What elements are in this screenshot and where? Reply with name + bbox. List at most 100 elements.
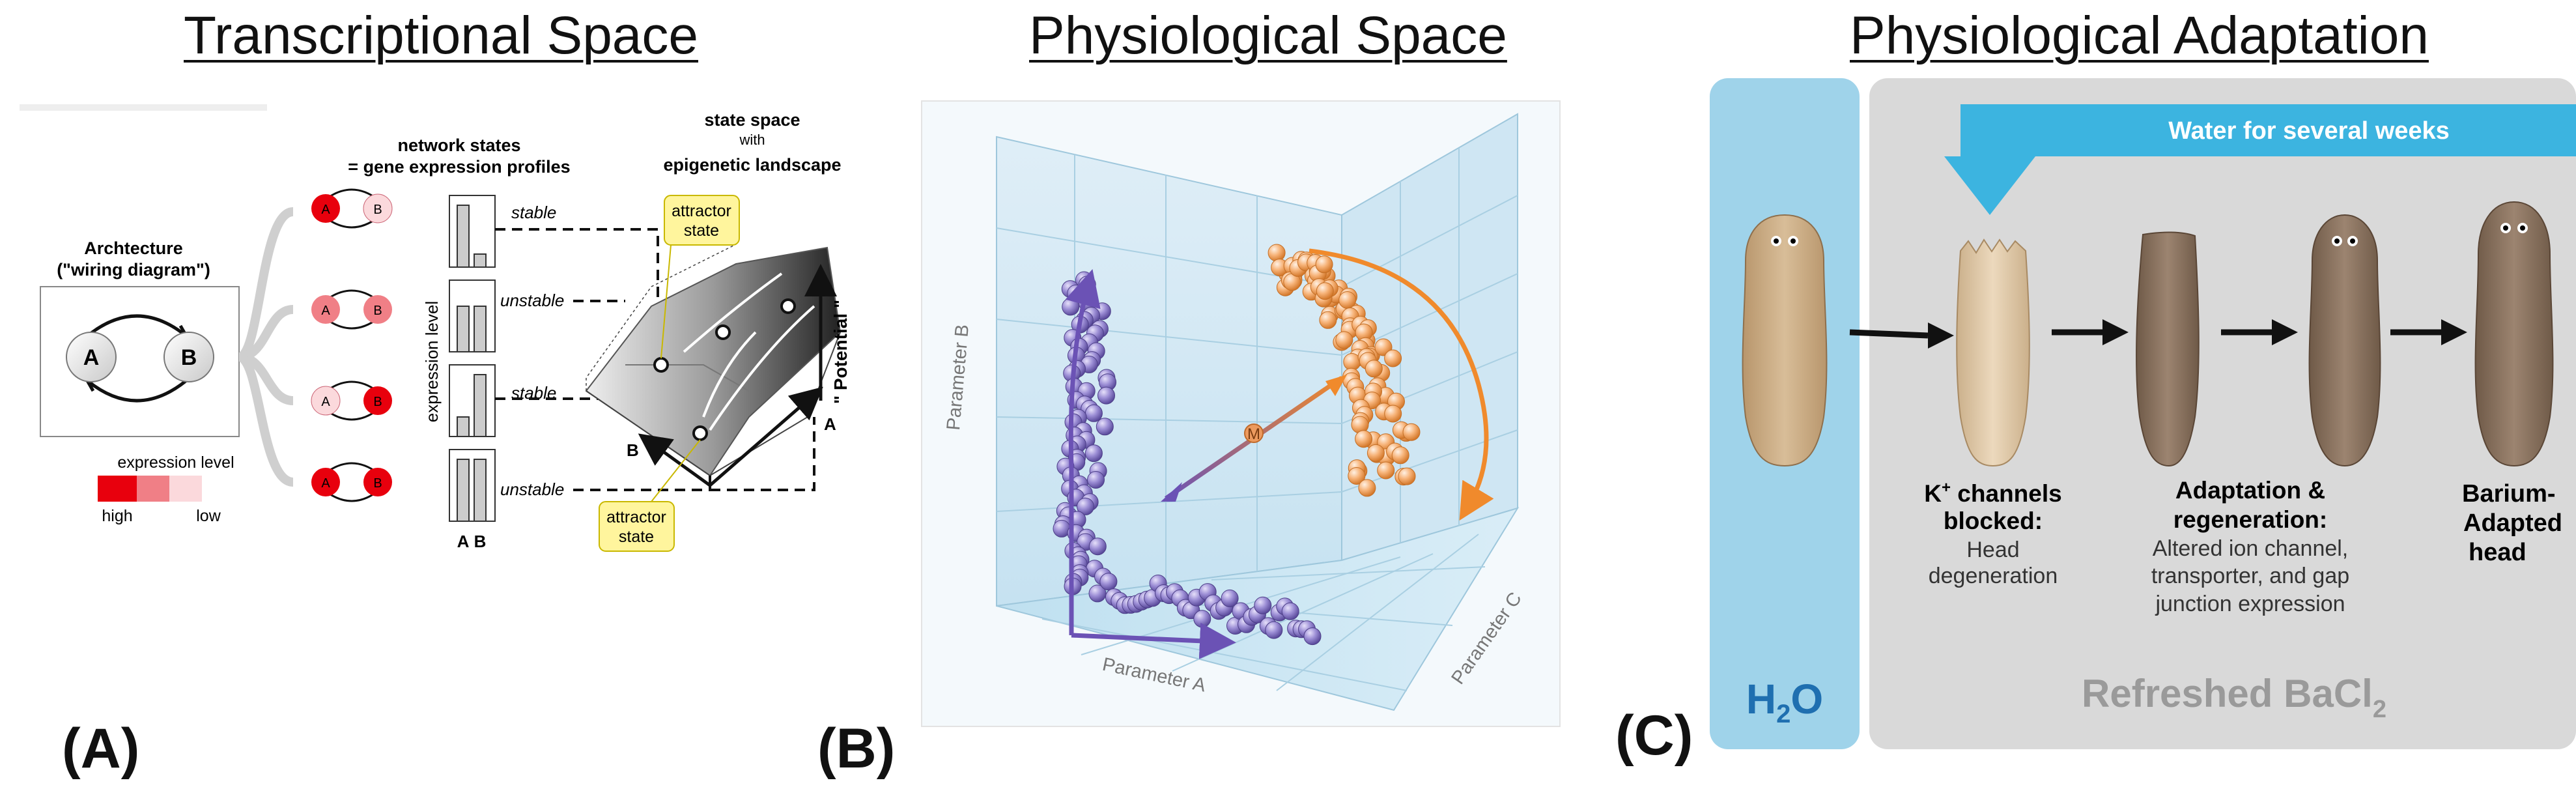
- purple-point: [1068, 449, 1086, 466]
- bacl-label: Refreshed BaCl2: [2082, 672, 2386, 723]
- purple-point: [1099, 373, 1116, 392]
- stability-label-4: unstable: [500, 480, 564, 499]
- svg-text:A: A: [321, 203, 330, 217]
- parameter-a-label: Parameter A: [1101, 654, 1208, 696]
- orange-point: [1318, 267, 1336, 285]
- purple-point: [1068, 360, 1086, 378]
- orange-point: [1267, 244, 1286, 262]
- purple-point: [1083, 307, 1100, 324]
- step2-line3: junction expression: [2155, 592, 2345, 616]
- bacl-panel: [1869, 78, 2576, 749]
- network-states-label-2: = gene expression profiles: [348, 157, 570, 177]
- orange-point: [1343, 353, 1361, 371]
- purple-point: [1067, 391, 1085, 409]
- step2-line1: Altered ion channel,: [2153, 536, 2349, 561]
- orange-point: [1384, 349, 1402, 367]
- expression-box-4: [449, 449, 496, 522]
- purple-point: [1078, 276, 1096, 294]
- orange-point: [1348, 459, 1366, 478]
- purple-point: [1081, 493, 1099, 511]
- orange-point: [1286, 261, 1305, 279]
- purple-point: [1138, 590, 1156, 609]
- purple-point: [1064, 413, 1083, 431]
- purple-point: [1075, 289, 1093, 307]
- legend-swatch-low: [169, 476, 202, 502]
- water-panel: [1710, 78, 1860, 749]
- orange-point: [1357, 332, 1376, 349]
- purple-point: [1070, 337, 1088, 356]
- purple-point: [1160, 586, 1178, 605]
- floor: [996, 507, 1520, 711]
- purple-point: [1099, 573, 1118, 591]
- planarian-barium-adapted: [2474, 201, 2554, 467]
- panel-b-letter: (B): [817, 717, 896, 780]
- orange-point: [1319, 311, 1337, 329]
- planarian-water: [1742, 214, 1828, 467]
- orange-point: [1302, 283, 1320, 301]
- center-label: M: [1247, 425, 1260, 443]
- legend-swatch-high: [98, 476, 137, 502]
- purple-point: [1056, 457, 1075, 476]
- purple-point: [1071, 568, 1089, 586]
- purple-point: [1062, 466, 1080, 485]
- orange-point: [1309, 265, 1327, 283]
- panel-c-title: Physiological Adaptation: [1850, 6, 2429, 65]
- purple-point: [1062, 298, 1080, 316]
- purple-point: [1270, 603, 1288, 622]
- orange-point: [1374, 338, 1393, 356]
- purple-point: [1070, 475, 1088, 493]
- orange-point: [1276, 278, 1294, 296]
- wiring-diagram-label: ("wiring diagram"): [57, 260, 210, 279]
- orange-point: [1384, 405, 1402, 423]
- purple-point: [1094, 567, 1112, 586]
- planarian-head-degeneration: [1956, 238, 2030, 467]
- purple-point: [1232, 602, 1250, 620]
- purple-point: [1077, 528, 1096, 547]
- orange-point: [1314, 289, 1333, 308]
- orange-point: [1357, 337, 1374, 355]
- water-label: H2O: [1746, 676, 1823, 728]
- state-space-with-label: with: [739, 132, 765, 148]
- purple-point: [1243, 608, 1261, 626]
- step2-line2: transporter, and gap: [2151, 564, 2349, 588]
- svg-text:B: B: [373, 203, 382, 217]
- purple-point: [1116, 596, 1134, 614]
- purple-point: [1259, 617, 1277, 635]
- purple-point: [1096, 418, 1114, 436]
- purple-point: [1084, 404, 1103, 422]
- step2-title: Adaptation &: [2175, 477, 2325, 504]
- orange-point: [1343, 302, 1361, 320]
- orange-point: [1333, 333, 1351, 351]
- step3-line1: Barium-: [2462, 480, 2556, 508]
- purple-point: [1292, 620, 1310, 638]
- svg-text:A: A: [321, 395, 330, 409]
- purple-point: [1182, 601, 1200, 620]
- orange-point: [1346, 378, 1365, 396]
- orange-point: [1368, 445, 1386, 463]
- orange-point: [1361, 347, 1379, 365]
- node-b: [163, 332, 214, 382]
- purple-point: [1067, 524, 1085, 542]
- epigenetic-landscape: [585, 244, 842, 477]
- purple-point: [1187, 588, 1206, 607]
- purple-point: [1061, 440, 1079, 458]
- orange-point: [1348, 304, 1366, 322]
- orange-point: [1341, 317, 1359, 336]
- purple-point: [1075, 271, 1093, 289]
- purple-point: [1054, 515, 1072, 534]
- banner-down-arrow: [1944, 156, 2035, 215]
- purple-point: [1097, 386, 1115, 405]
- purple-point: [1265, 621, 1283, 639]
- orange-point: [1307, 272, 1325, 290]
- purple-point: [1087, 471, 1105, 489]
- orange-point: [1365, 360, 1383, 378]
- panel-a-diagram: network states = gene expression profile…: [20, 104, 851, 552]
- orange-point: [1375, 403, 1393, 421]
- purple-point: [1068, 453, 1086, 471]
- orange-point: [1386, 442, 1404, 461]
- purple-point: [1221, 589, 1239, 607]
- node-a-label: A: [83, 345, 100, 370]
- orange-point: [1304, 266, 1322, 285]
- svg-text:B: B: [373, 395, 382, 409]
- purple-point: [1071, 564, 1089, 582]
